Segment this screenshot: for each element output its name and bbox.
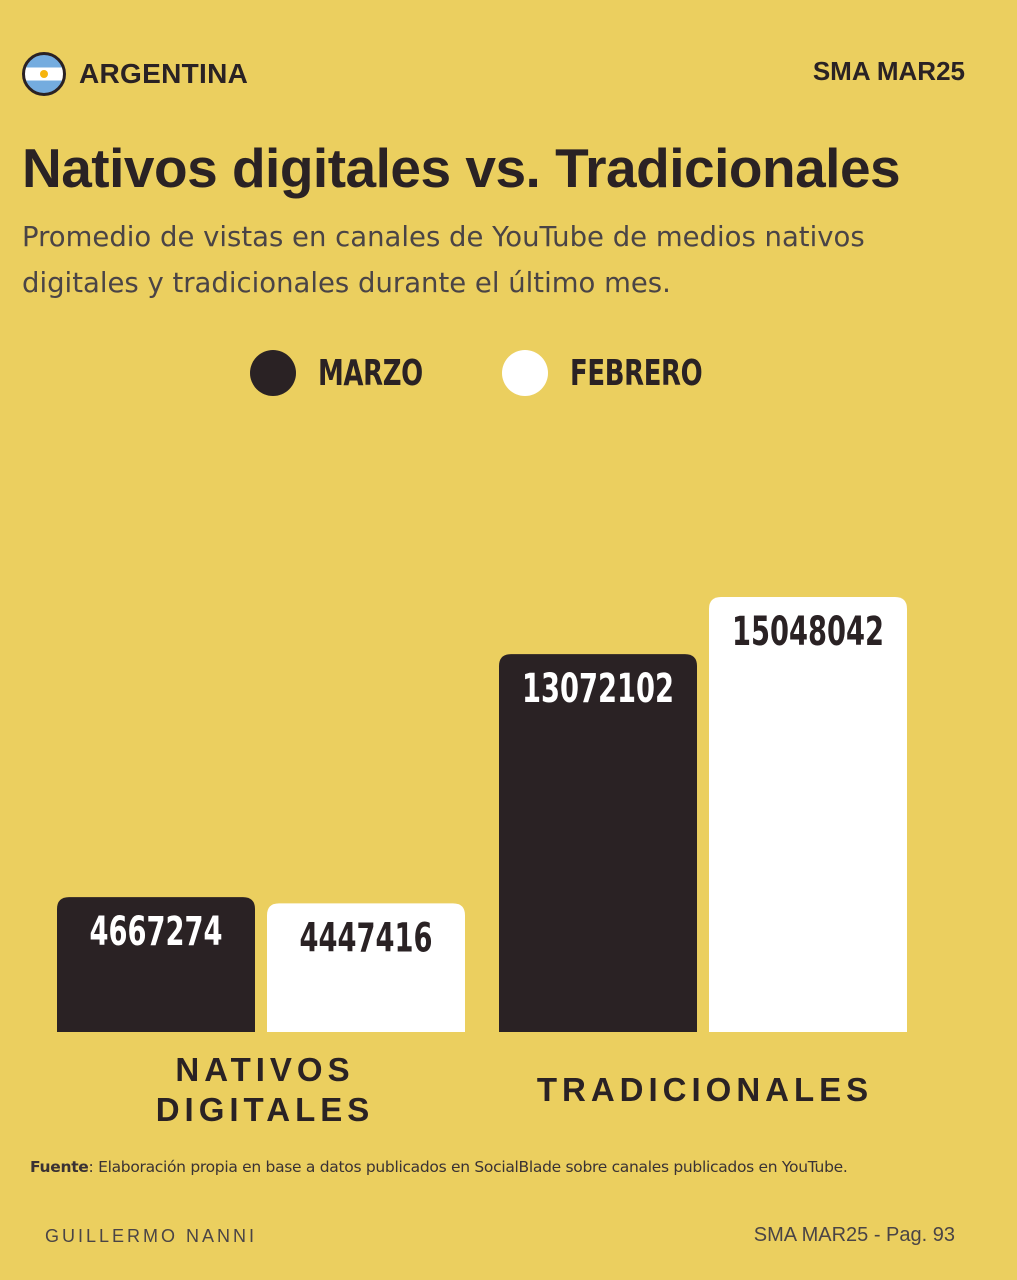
bar-marzo-0 xyxy=(57,897,255,1032)
author: GUILLERMO NANNI xyxy=(45,1226,258,1246)
legend-swatch-febrero xyxy=(502,350,548,396)
edition-label: SMA MAR25 xyxy=(812,56,965,86)
chart-title: Nativos digitales vs. Tradicionales xyxy=(22,137,901,199)
country-header: ARGENTINA xyxy=(22,52,248,96)
page-number: SMA MAR25 - Pag. 93 xyxy=(753,1224,955,1246)
bar-value-febrero-0: 4447416 xyxy=(300,915,433,961)
legend: MARZO FEBRERO xyxy=(0,350,1017,400)
legend-label-marzo: MARZO xyxy=(318,352,423,394)
category-label-nativos: NATIVOS DIGITALES xyxy=(155,1051,375,1128)
bar-chart: 4667274 4447416 13072102 15048042 xyxy=(57,597,907,1032)
bar-value-febrero-1: 15048042 xyxy=(732,609,884,655)
legend-swatch-marzo xyxy=(250,350,296,396)
source-label: Fuente xyxy=(30,1158,89,1176)
legend-label-febrero: FEBRERO xyxy=(570,352,703,394)
bar-marzo-1 xyxy=(499,654,697,1032)
source-text: : Elaboración propia en base a datos pub… xyxy=(88,1158,848,1176)
bar-febrero-1 xyxy=(709,597,907,1032)
bar-value-marzo-1: 13072102 xyxy=(522,666,674,712)
source-note: Fuente: Elaboración propia en base a dat… xyxy=(30,1158,848,1176)
bar-febrero-0 xyxy=(267,903,465,1032)
category-label-tradicionales: TRADICIONALES xyxy=(536,1071,874,1108)
legend-item-febrero: FEBRERO xyxy=(502,350,754,396)
bar-value-marzo-0: 4667274 xyxy=(90,909,223,955)
legend-item-marzo: MARZO xyxy=(250,350,464,396)
country-name: ARGENTINA xyxy=(79,58,249,89)
chart-subtitle: Promedio de vistas en canales de YouTube… xyxy=(22,221,865,299)
argentina-flag-icon xyxy=(22,52,66,96)
